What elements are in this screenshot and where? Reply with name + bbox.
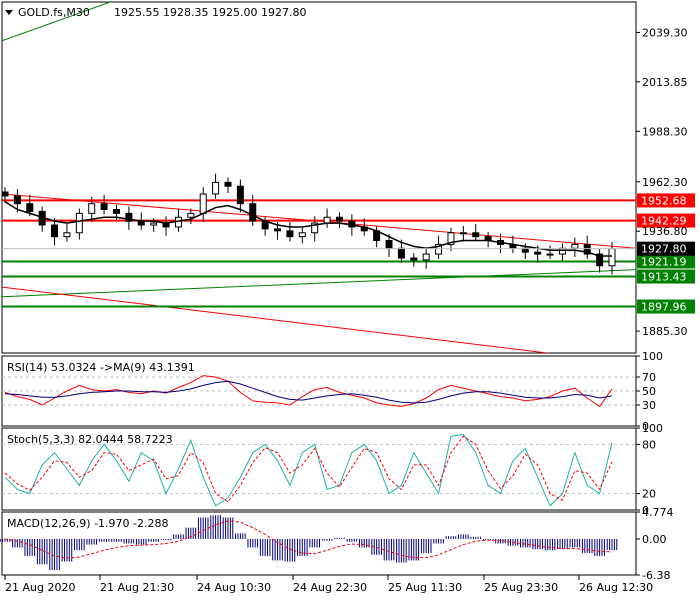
rsi-axis-tick-label: 0: [642, 420, 649, 433]
candle-body: [51, 224, 59, 238]
candle-body: [422, 253, 430, 261]
candle-body: [583, 243, 591, 255]
current-price-label: 1927.80: [641, 243, 687, 256]
candle-body: [125, 212, 133, 222]
price-axis-tick-label: 1936.80: [642, 225, 688, 238]
moving-average-line: [4, 201, 612, 257]
price-axis-tick-label: 1988.30: [642, 125, 688, 138]
stoch-series-0: [4, 434, 613, 507]
candle-body: [534, 251, 542, 255]
x-axis-tick-label: 25 Aug 11:30: [388, 581, 462, 594]
current-price-tag: [637, 241, 695, 256]
level-price-label: 1952.68: [641, 194, 687, 207]
price-axis-tick-label: 1885.30: [642, 325, 688, 338]
level-price-label: 1913.43: [641, 271, 687, 284]
candle-body: [88, 203, 96, 214]
candle-body: [298, 232, 306, 238]
macd-signal-line: [4, 520, 613, 559]
candle-body: [199, 193, 207, 214]
candle-body: [311, 222, 319, 234]
candle-body: [112, 208, 120, 214]
macd-label: MACD(12,26,9) -1.970 -2.288: [7, 517, 168, 530]
collapse-triangle-icon[interactable]: [5, 10, 13, 15]
macd-axis-tick-label: 0.00: [642, 533, 667, 546]
level-price-tag: [637, 254, 695, 269]
candle-body: [447, 232, 455, 245]
x-axis-tick-label: 26 Aug 12:30: [579, 581, 653, 594]
x-axis-tick-label: 21 Aug 21:30: [100, 581, 174, 594]
chart-title-symbol: GOLD.fs,M30: [18, 6, 90, 19]
level-price-tag: [637, 299, 695, 314]
trendline[interactable]: [2, 0, 186, 42]
level-price-label: 1942.29: [641, 215, 687, 228]
candle-body: [323, 216, 331, 224]
candle-body: [236, 185, 244, 205]
candle-body: [472, 232, 480, 238]
rsi-series-0: [4, 375, 613, 408]
trendline[interactable]: [2, 269, 636, 298]
rsi-axis-tick-label: 100: [642, 350, 663, 363]
candle-body: [596, 253, 604, 267]
candle-body: [608, 248, 616, 267]
candle-body: [335, 216, 343, 222]
candle-body: [435, 243, 443, 255]
candle-body: [459, 232, 467, 235]
candle-body: [13, 195, 21, 205]
candle-body: [26, 203, 34, 212]
rsi-axis-tick-label: 70: [642, 371, 656, 384]
rsi-axis-tick-label: 30: [642, 399, 656, 412]
candle-body: [1, 191, 9, 197]
level-price-tag: [637, 213, 695, 228]
x-axis-tick-label: 25 Aug 23:30: [484, 581, 558, 594]
candle-body: [75, 212, 83, 234]
stoch-axis-tick-label: 80: [642, 438, 656, 451]
stoch-axis-tick-label: 100: [642, 422, 663, 435]
rsi-label: RSI(14) 53.0324 ->MA(9) 43.1391: [7, 361, 195, 374]
level-price-tag: [637, 269, 695, 284]
price-axis-tick-label: 1962.30: [642, 176, 688, 189]
level-price-label: 1897.96: [641, 301, 687, 314]
macd-axis-tick-label: -6.38: [642, 569, 670, 582]
candle-body: [100, 203, 108, 210]
macd-axis-tick-label: 4.774: [642, 506, 674, 519]
x-axis-tick-label: 24 Aug 22:30: [293, 581, 367, 594]
level-price-tag: [637, 193, 695, 208]
candle-body: [187, 212, 195, 218]
stoch-series-1: [4, 435, 613, 503]
x-axis-tick-label: 24 Aug 10:30: [197, 581, 271, 594]
stoch-axis-tick-label: 20: [642, 488, 656, 501]
pane-price: [1, 1, 637, 354]
price-axis-tick-label: 2013.85: [642, 76, 688, 89]
stoch-label: Stoch(5,3,3) 82.0444 58.7223: [7, 433, 173, 446]
level-price-label: 1921.19: [641, 255, 687, 268]
candle-body: [410, 257, 418, 261]
rsi-series-1: [4, 380, 613, 404]
x-axis-tick-label: 21 Aug 2020: [5, 581, 75, 594]
candle-body: [224, 181, 232, 187]
candle-body: [385, 240, 393, 249]
rsi-axis-tick-label: 50: [642, 385, 656, 398]
candle-body: [286, 230, 294, 238]
candle-body: [212, 181, 220, 195]
candle-body: [546, 253, 554, 256]
candle-body: [571, 243, 579, 249]
trendline[interactable]: [2, 286, 548, 353]
price-axis-tick-label: 2039.30: [642, 26, 688, 39]
chart-title-ohlc: 1925.55 1928.35 1925.00 1927.80: [114, 6, 306, 19]
candle-body: [150, 222, 158, 226]
candle-body: [274, 228, 282, 232]
candle-body: [397, 247, 405, 259]
candle-body: [249, 203, 257, 222]
stoch-axis-tick-label: 0: [642, 504, 649, 517]
candle-body: [63, 232, 71, 238]
pane-stoch: [1, 427, 637, 511]
